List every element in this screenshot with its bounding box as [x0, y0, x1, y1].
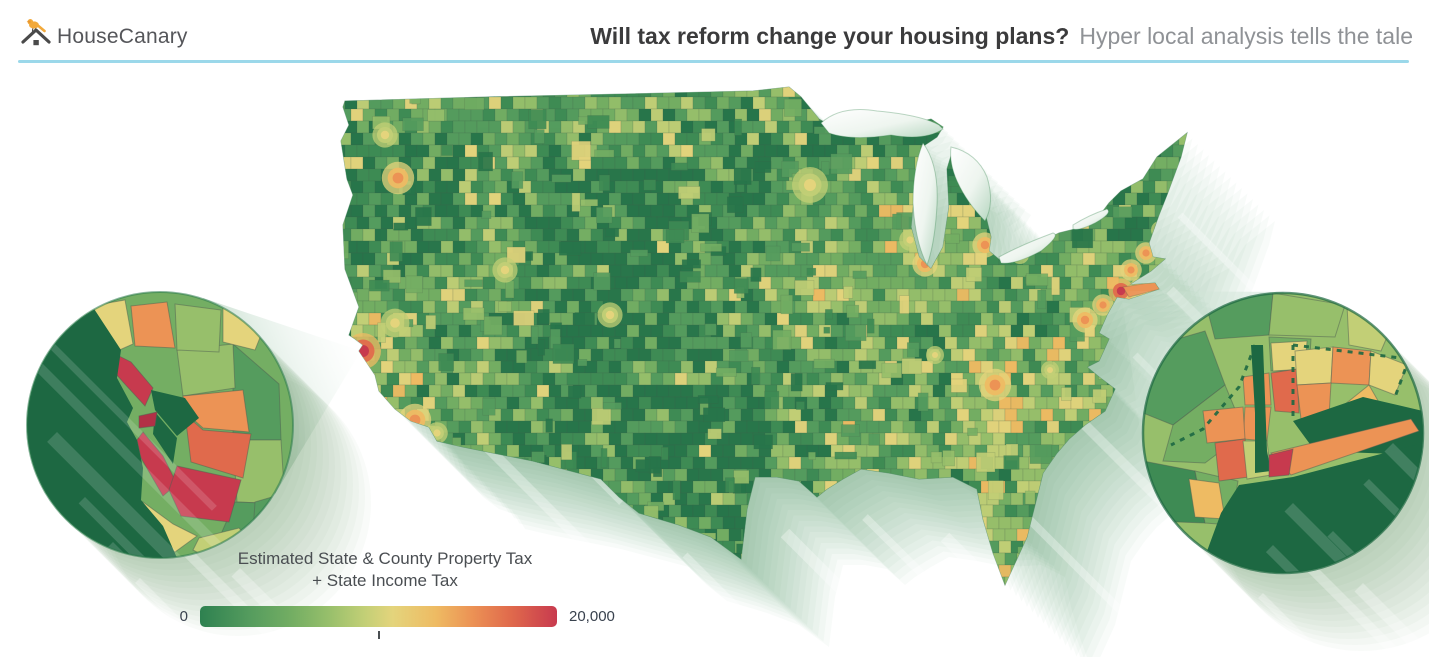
hotspot-charlotte: [1041, 361, 1059, 379]
hotspot-new-york-city: [1108, 278, 1134, 304]
legend-min-label: 0: [179, 608, 188, 625]
hotspot-portland-maine: [1151, 221, 1169, 239]
legend-median-tick: [377, 631, 380, 639]
new-york-funnel: [1121, 291, 1284, 452]
hotspot-washington-dc: [1072, 307, 1098, 333]
hotspot-seattle: [372, 122, 398, 148]
hotspot-salt-lake-city: [492, 257, 518, 283]
hotspot-minneapolis: [792, 167, 828, 203]
lake-huron: [950, 146, 991, 222]
housecanary-logo: [21, 19, 51, 46]
hotspot-chicago: [912, 251, 938, 277]
hotspot-detroit: [972, 232, 998, 258]
legend-gradient-bar: [200, 606, 557, 627]
brand-name: HouseCanary: [57, 25, 188, 48]
lake-erie: [998, 232, 1056, 264]
header-divider: [18, 60, 1409, 63]
hotspot-milwaukee: [899, 229, 921, 251]
legend-title-line2: + State Income Tax: [312, 571, 458, 591]
lake-michigan: [912, 141, 938, 267]
pacific-ocean: [27, 292, 177, 558]
inset-new-york-metro-area: [1143, 293, 1423, 573]
hotspot-los-angeles: [398, 403, 432, 437]
long-island-strip: [1122, 281, 1161, 298]
inset-san-francisco-bay-area: [27, 292, 293, 558]
atlantic-ocean: [1199, 443, 1423, 573]
long-island: [1270, 418, 1420, 476]
great-lakes: [820, 109, 1109, 267]
bay-area-funnel: [203, 298, 361, 494]
inset-shadow: [135, 548, 453, 657]
hotspot-nashville: [926, 346, 944, 364]
legend-title-line1: Estimated State & County Property Tax: [237, 549, 533, 568]
hotspot-san-diego: [426, 422, 448, 444]
hotspot-cleveland: [1011, 246, 1029, 264]
house-icon: [21, 28, 51, 46]
hotspot-long-island: [1129, 278, 1151, 300]
lake-superior: [820, 109, 944, 139]
long-island-sound: [1293, 397, 1423, 455]
legend-title: Estimated State & County Property Tax + …: [185, 548, 585, 592]
hotspot-hartford: [1120, 259, 1142, 281]
lake-ontario: [1072, 208, 1109, 230]
hotspot-denver: [597, 302, 623, 328]
hotspot-philadelphia: [1092, 294, 1114, 316]
hotspot-boston: [1135, 242, 1157, 264]
brooklyn: [1268, 448, 1294, 478]
canary-bird-icon: [26, 19, 46, 33]
hudson-river: [1251, 345, 1271, 473]
page-title: Will tax reform change your housing plan…: [590, 23, 1070, 49]
legend-max-label: 20,000: [569, 608, 615, 625]
hotspot-sacramento: [380, 308, 410, 338]
hotspot-san-francisco-bay-area: [345, 333, 381, 369]
hotspot-atlanta: [978, 368, 1012, 402]
inset-shadow: [1258, 562, 1429, 657]
page-subtitle: Hyper local analysis tells the tale: [1079, 23, 1413, 49]
hotspot-portland: [381, 161, 415, 195]
